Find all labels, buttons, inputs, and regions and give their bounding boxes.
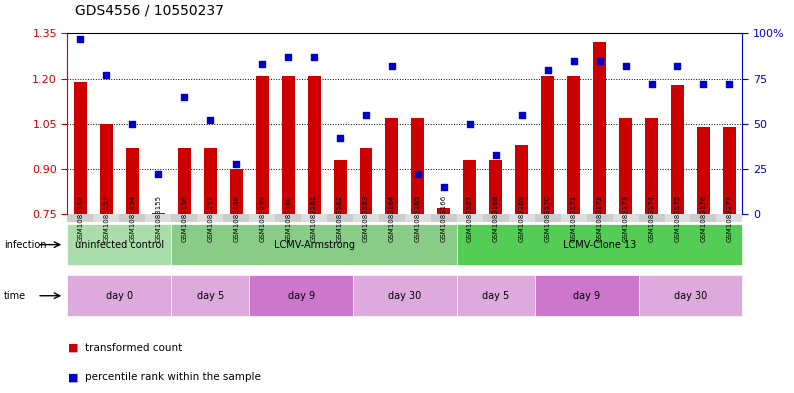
Bar [723, 127, 736, 214]
Bar [229, 169, 243, 214]
Point [619, 63, 632, 69]
Point [411, 171, 424, 178]
Point [464, 121, 476, 127]
Text: day 9: day 9 [573, 291, 600, 301]
Bar [333, 160, 346, 214]
Point [74, 36, 87, 42]
Bar [489, 160, 503, 214]
Text: GSM1083164: GSM1083164 [389, 195, 395, 242]
Point [671, 63, 684, 69]
Bar [437, 208, 450, 214]
Bar [619, 118, 632, 214]
Text: GSM1083159: GSM1083159 [259, 195, 265, 242]
Point [230, 160, 243, 167]
Bar [256, 75, 268, 214]
Bar [307, 75, 321, 214]
Text: GSM1083162: GSM1083162 [337, 195, 343, 242]
Bar [671, 84, 684, 214]
Text: transformed count: transformed count [85, 343, 182, 353]
Bar [178, 148, 191, 214]
Text: GSM1083153: GSM1083153 [103, 195, 110, 242]
Text: LCMV-Armstrong: LCMV-Armstrong [274, 240, 355, 250]
Text: GSM1083175: GSM1083175 [674, 195, 680, 242]
Text: GSM1083161: GSM1083161 [311, 195, 317, 242]
Point [360, 112, 372, 118]
Text: GSM1083169: GSM1083169 [518, 195, 525, 242]
Text: GSM1083160: GSM1083160 [285, 195, 291, 242]
Text: GSM1083158: GSM1083158 [233, 195, 239, 242]
Text: GSM1083163: GSM1083163 [363, 195, 369, 242]
Point [697, 81, 710, 87]
Point [593, 57, 606, 64]
Text: day 30: day 30 [388, 291, 422, 301]
Point [515, 112, 528, 118]
Text: GSM1083155: GSM1083155 [156, 195, 161, 242]
Point [256, 61, 268, 67]
Text: GSM1083177: GSM1083177 [727, 195, 732, 242]
Text: GSM1083165: GSM1083165 [415, 195, 421, 242]
Text: GSM1083176: GSM1083176 [700, 195, 707, 242]
Text: GSM1083156: GSM1083156 [181, 195, 187, 242]
Text: ■: ■ [67, 343, 78, 353]
Bar [385, 118, 399, 214]
Text: GSM1083166: GSM1083166 [441, 195, 447, 242]
Point [282, 54, 295, 60]
Text: GSM1083174: GSM1083174 [649, 195, 654, 242]
Bar [126, 148, 139, 214]
Text: LCMV-Clone 13: LCMV-Clone 13 [563, 240, 636, 250]
Text: day 9: day 9 [287, 291, 314, 301]
Point [646, 81, 658, 87]
Point [567, 57, 580, 64]
Text: day 0: day 0 [106, 291, 133, 301]
Text: day 5: day 5 [482, 291, 510, 301]
Point [204, 117, 217, 123]
Bar [282, 75, 295, 214]
Bar [411, 118, 425, 214]
Text: GSM1083157: GSM1083157 [207, 195, 214, 242]
Text: GSM1083173: GSM1083173 [622, 195, 629, 242]
Bar [100, 124, 113, 214]
Text: GSM1083152: GSM1083152 [78, 195, 83, 242]
Text: GSM1083167: GSM1083167 [467, 195, 473, 242]
Text: time: time [4, 291, 26, 301]
Text: GSM1083154: GSM1083154 [129, 195, 136, 242]
Point [437, 184, 450, 190]
Point [100, 72, 113, 78]
Bar [542, 75, 554, 214]
Bar [360, 148, 372, 214]
Bar [567, 75, 580, 214]
Text: day 30: day 30 [674, 291, 707, 301]
Bar [515, 145, 528, 214]
Point [152, 171, 164, 178]
Bar [464, 160, 476, 214]
Point [386, 63, 399, 69]
Point [333, 135, 346, 141]
Bar [204, 148, 217, 214]
Text: day 5: day 5 [197, 291, 224, 301]
Point [178, 94, 191, 100]
Text: ■: ■ [67, 372, 78, 382]
Point [542, 66, 554, 73]
Bar [697, 127, 710, 214]
Bar [74, 82, 87, 214]
Text: GSM1083168: GSM1083168 [493, 195, 499, 242]
Text: infection: infection [4, 240, 47, 250]
Point [489, 151, 502, 158]
Point [126, 121, 139, 127]
Point [723, 81, 736, 87]
Text: GDS4556 / 10550237: GDS4556 / 10550237 [75, 4, 224, 18]
Text: GSM1083172: GSM1083172 [596, 195, 603, 242]
Text: GSM1083171: GSM1083171 [571, 195, 576, 242]
Bar [593, 42, 606, 214]
Bar [152, 213, 165, 214]
Text: uninfected control: uninfected control [75, 240, 164, 250]
Text: percentile rank within the sample: percentile rank within the sample [85, 372, 261, 382]
Bar [645, 118, 658, 214]
Text: GSM1083170: GSM1083170 [545, 195, 551, 242]
Point [308, 54, 321, 60]
